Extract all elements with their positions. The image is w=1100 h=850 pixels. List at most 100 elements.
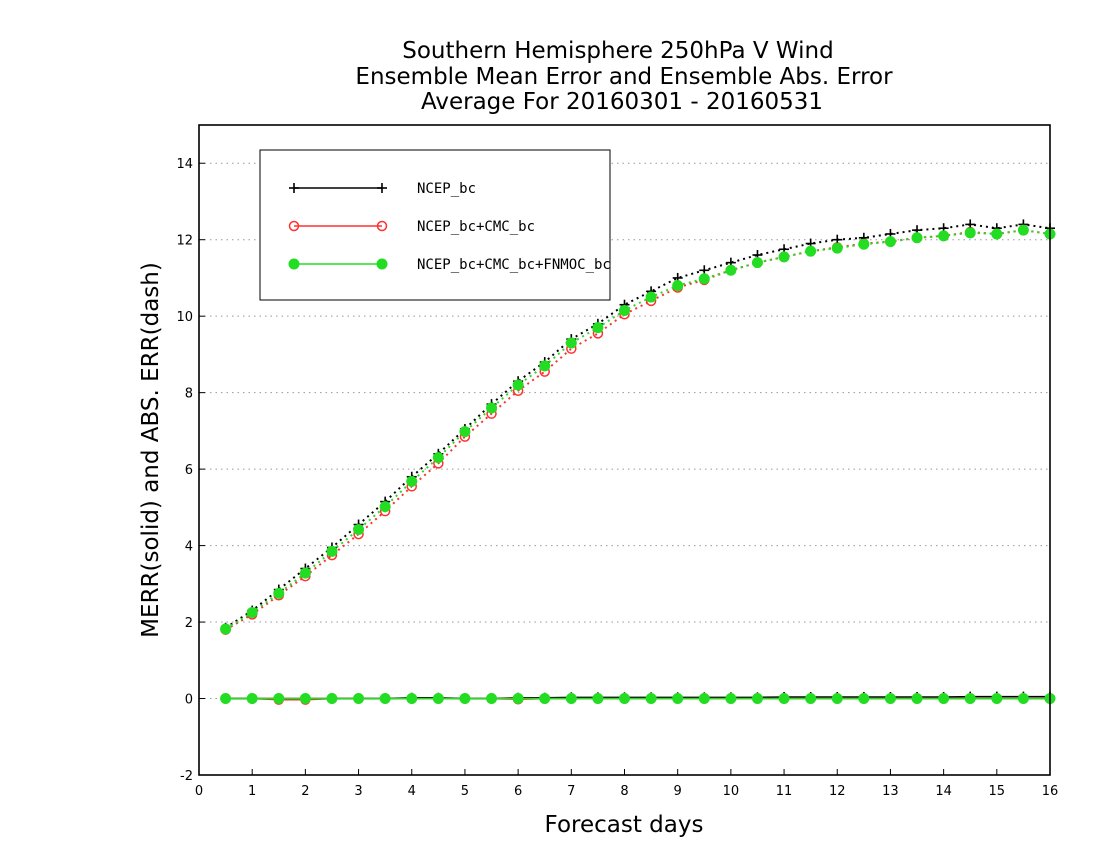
x-tick-label: 2 xyxy=(301,784,309,799)
x-tick-label: 5 xyxy=(461,784,469,799)
x-tick-label: 12 xyxy=(829,784,846,799)
legend-label: NCEP_bc xyxy=(417,181,476,197)
y-tick-label: 8 xyxy=(185,387,193,402)
filled-circle-marker xyxy=(672,693,684,705)
filled-circle-marker xyxy=(220,693,232,705)
filled-circle-marker xyxy=(751,257,763,269)
y-tick-label: 14 xyxy=(176,157,193,172)
filled-circle-marker xyxy=(884,693,896,705)
y-axis-label: MERR(solid) and ABS. ERR(dash) xyxy=(138,262,164,638)
legend-entry-1: NCEP_bc+CMC_bc xyxy=(288,219,535,235)
y-tick-label: 6 xyxy=(185,463,193,478)
x-tick-label: 1 xyxy=(248,784,256,799)
legend-box xyxy=(259,149,611,301)
legend-entry-0: NCEP_bc xyxy=(289,181,476,197)
filled-circle-marker xyxy=(246,607,258,618)
filled-circle-marker xyxy=(273,587,285,599)
legend: NCEP_bc NCEP_bc+CMC_bc NCEP_bc+CMC_bc+FNMO… xyxy=(259,149,611,301)
filled-circle-marker xyxy=(858,693,870,705)
filled-circle-marker xyxy=(751,693,763,705)
filled-circle-marker xyxy=(991,693,1003,705)
plus-marker xyxy=(289,183,299,193)
x-tick-label: 0 xyxy=(195,784,203,799)
x-tick-label: 15 xyxy=(989,784,1006,799)
filled-circle-marker xyxy=(246,693,258,705)
filled-circle-marker xyxy=(592,322,604,334)
y-tick-label: 4 xyxy=(185,540,193,555)
series-2 xyxy=(220,224,1056,705)
filled-circle-marker xyxy=(376,258,388,270)
filled-circle-marker xyxy=(858,238,870,250)
filled-circle-marker xyxy=(964,693,976,705)
filled-circle-marker xyxy=(326,545,338,557)
filled-circle-marker xyxy=(512,693,524,705)
filled-circle-marker xyxy=(353,693,365,705)
x-axis-label: Forecast days xyxy=(545,812,704,838)
chart-title-line-2: Ensemble Mean Error and Ensemble Abs. Er… xyxy=(355,64,893,90)
abs-error-line xyxy=(225,223,1051,629)
legend-entry-2: NCEP_bc+CMC_bc+FNMOC_bc xyxy=(288,257,611,273)
filled-circle-marker xyxy=(778,251,790,263)
x-tick-label: 10 xyxy=(723,784,740,799)
filled-circle-marker xyxy=(406,693,418,705)
filled-circle-marker xyxy=(432,452,444,464)
y-tick-label: 10 xyxy=(176,310,193,325)
filled-circle-marker xyxy=(565,693,577,705)
x-tick-label: 9 xyxy=(674,784,682,799)
filled-circle-marker xyxy=(512,379,524,391)
y-tick-label: -2 xyxy=(180,769,193,784)
y-tick-label: 2 xyxy=(185,616,193,631)
filled-circle-marker xyxy=(619,304,630,316)
x-tick-label: 11 xyxy=(776,784,793,799)
filled-circle-marker xyxy=(884,236,896,248)
filled-circle-marker xyxy=(273,693,285,705)
x-tick-label: 14 xyxy=(935,784,952,799)
filled-circle-marker xyxy=(645,291,657,303)
filled-circle-marker xyxy=(565,337,577,349)
x-tick-label: 4 xyxy=(408,784,416,799)
filled-circle-marker xyxy=(406,475,418,487)
filled-circle-marker xyxy=(778,693,790,705)
filled-circle-marker xyxy=(459,426,471,438)
x-tick-label: 7 xyxy=(567,784,575,799)
filled-circle-marker xyxy=(1017,693,1029,705)
filled-circle-marker xyxy=(220,623,232,635)
open-circle-marker xyxy=(376,220,388,232)
filled-circle-marker xyxy=(539,360,551,372)
filled-circle-marker xyxy=(831,242,843,254)
x-tick-label: 13 xyxy=(882,784,899,799)
filled-circle-marker xyxy=(379,501,391,513)
filled-circle-marker xyxy=(698,273,710,285)
legend-label: NCEP_bc+CMC_bc+FNMOC_bc xyxy=(417,257,611,273)
filled-circle-marker xyxy=(725,693,737,705)
x-tick-label: 6 xyxy=(514,784,522,799)
filled-circle-marker xyxy=(725,264,737,276)
x-tick-label: 16 xyxy=(1042,784,1059,799)
filled-circle-marker xyxy=(645,693,657,705)
filled-circle-marker xyxy=(299,567,311,579)
y-tick-label: 0 xyxy=(185,693,193,708)
filled-circle-marker xyxy=(288,258,300,270)
filled-circle-marker xyxy=(459,693,471,705)
filled-circle-marker xyxy=(991,228,1003,240)
filled-circle-marker xyxy=(911,693,923,705)
filled-circle-marker xyxy=(592,693,604,705)
filled-circle-marker xyxy=(539,693,551,705)
chart-title-line-1: Southern Hemisphere 250hPa V Wind xyxy=(402,38,833,64)
filled-circle-marker xyxy=(299,693,311,705)
filled-circle-marker xyxy=(938,230,950,242)
filled-circle-marker xyxy=(805,693,817,705)
filled-circle-marker xyxy=(379,693,391,705)
series-layer xyxy=(220,219,1056,705)
filled-circle-marker xyxy=(672,280,684,292)
filled-circle-marker xyxy=(698,693,710,705)
legend-label: NCEP_bc+CMC_bc xyxy=(417,219,535,235)
filled-circle-marker xyxy=(1017,224,1029,236)
filled-circle-marker xyxy=(964,227,976,239)
filled-circle-marker xyxy=(938,693,950,705)
open-circle-marker xyxy=(288,220,300,232)
filled-circle-marker xyxy=(619,693,630,705)
filled-circle-marker xyxy=(326,693,338,705)
filled-circle-marker xyxy=(432,693,444,705)
